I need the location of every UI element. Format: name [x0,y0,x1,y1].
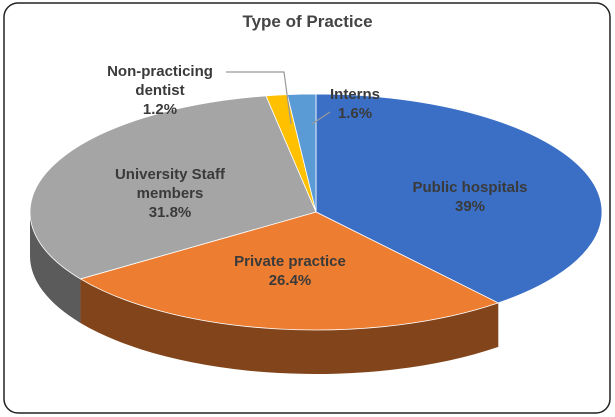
leader-line [226,71,292,125]
slice [315,93,603,304]
data-label: Non-practicing dentist 1.2% [90,62,230,119]
data-label: Public hospitals 39% [395,178,545,216]
data-label: Private practice 26.4% [215,252,365,290]
category-label: Public hospitals [412,179,528,196]
chart-title: Type of Practice [242,12,373,31]
value-label: 1.2% [142,101,178,118]
value-label: 26.4% [268,272,312,289]
category-label: Private practice [234,253,346,270]
data-label: Interns 1.6% [315,85,395,123]
value-label: 1.6% [337,105,373,122]
category-label: University Staff members [114,166,226,202]
value-label: 31.8% [148,204,192,221]
category-label: Interns [329,86,380,103]
category-label: Non-practicing dentist [107,63,213,99]
slice [79,211,500,331]
leader-line [311,111,331,125]
slice [29,95,317,280]
slice-side [80,278,499,374]
data-label: University Staff members 31.8% [95,165,245,222]
slice-side [30,212,81,323]
value-label: 39% [454,198,486,215]
